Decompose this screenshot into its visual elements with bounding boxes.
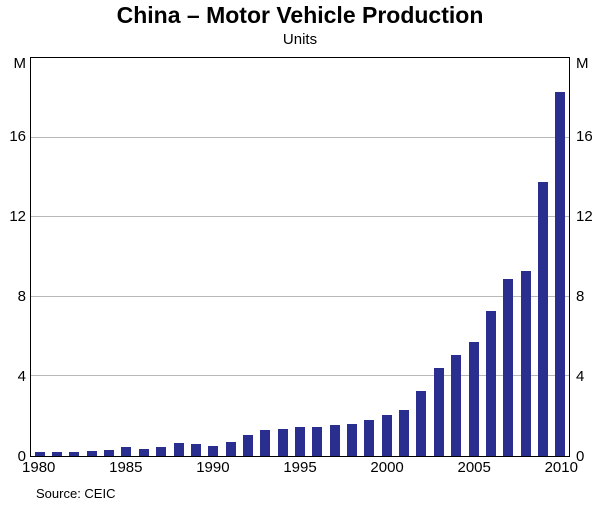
bar-2009 bbox=[537, 181, 548, 456]
bar-2002 bbox=[416, 391, 427, 456]
y-tick-right-16: 16 bbox=[576, 128, 593, 145]
bar-1990 bbox=[208, 445, 219, 456]
y-axis-right: M 0 4 8 12 16 bbox=[576, 55, 600, 465]
y-tick-left-16: 16 bbox=[9, 128, 26, 145]
bar-2003 bbox=[433, 367, 444, 456]
x-axis-labels: 1980 1985 1990 1995 2000 2005 2010 bbox=[22, 459, 578, 479]
bar-1991 bbox=[225, 441, 236, 456]
bar-1997 bbox=[329, 424, 340, 456]
gridline-16 bbox=[31, 136, 569, 138]
y-tick-right-8: 8 bbox=[576, 288, 585, 305]
y-axis-unit-right: M bbox=[576, 55, 589, 72]
y-tick-left-12: 12 bbox=[9, 208, 26, 225]
bar-1983 bbox=[86, 451, 97, 456]
x-tick-1980: 1980 bbox=[22, 459, 56, 476]
bar-1982 bbox=[69, 452, 80, 456]
bar-1992 bbox=[242, 434, 253, 456]
source-note: Source: CEIC bbox=[36, 486, 116, 501]
bar-1989 bbox=[190, 444, 201, 456]
bar-1985 bbox=[121, 447, 132, 456]
bar-2001 bbox=[399, 409, 410, 456]
bar-1994 bbox=[277, 429, 288, 456]
y-tick-right-4: 4 bbox=[576, 368, 585, 385]
x-tick-2010: 2010 bbox=[544, 459, 578, 476]
bar-2005 bbox=[468, 342, 479, 456]
bar-1980 bbox=[34, 451, 45, 456]
y-tick-right-0: 0 bbox=[576, 448, 585, 465]
bar-1993 bbox=[260, 430, 271, 456]
bar-1986 bbox=[138, 448, 149, 456]
bar-2004 bbox=[451, 355, 462, 456]
chart-subtitle: Units bbox=[282, 31, 318, 48]
bar-2007 bbox=[503, 279, 514, 456]
x-tick-1990: 1990 bbox=[196, 459, 230, 476]
gridline-8 bbox=[31, 295, 569, 297]
plot-area bbox=[30, 57, 570, 457]
x-tick-1985: 1985 bbox=[109, 459, 143, 476]
y-axis-left: M 0 4 8 12 16 bbox=[0, 55, 27, 465]
chart-area: M 0 4 8 12 16 M 0 4 8 12 16 1980 1985 1990 1995 2000… bbox=[0, 55, 600, 476]
x-tick-1995: 1995 bbox=[283, 459, 317, 476]
bar-1987 bbox=[156, 446, 167, 456]
bar-1995 bbox=[295, 427, 305, 456]
chart-title: China – Motor Vehicle Production bbox=[116, 2, 484, 28]
bar-2006 bbox=[485, 311, 496, 456]
y-tick-left-4: 4 bbox=[17, 368, 26, 385]
bar-1981 bbox=[52, 452, 63, 456]
bar-2000 bbox=[381, 414, 392, 456]
y-tick-right-12: 12 bbox=[576, 208, 593, 225]
bar-2010 bbox=[555, 91, 566, 456]
gridline-12 bbox=[31, 216, 569, 218]
bar-1984 bbox=[104, 449, 115, 456]
bar-1996 bbox=[312, 426, 323, 456]
bar-1999 bbox=[364, 419, 375, 456]
x-tick-2005: 2005 bbox=[457, 459, 491, 476]
y-axis-unit-left: M bbox=[13, 55, 27, 72]
y-tick-left-0: 0 bbox=[17, 448, 26, 465]
bar-2008 bbox=[520, 270, 531, 456]
bar-1988 bbox=[173, 443, 184, 456]
x-tick-2000: 2000 bbox=[370, 459, 404, 476]
y-tick-left-8: 8 bbox=[17, 288, 26, 305]
bar-1998 bbox=[347, 423, 358, 456]
gridline-4 bbox=[31, 375, 569, 377]
